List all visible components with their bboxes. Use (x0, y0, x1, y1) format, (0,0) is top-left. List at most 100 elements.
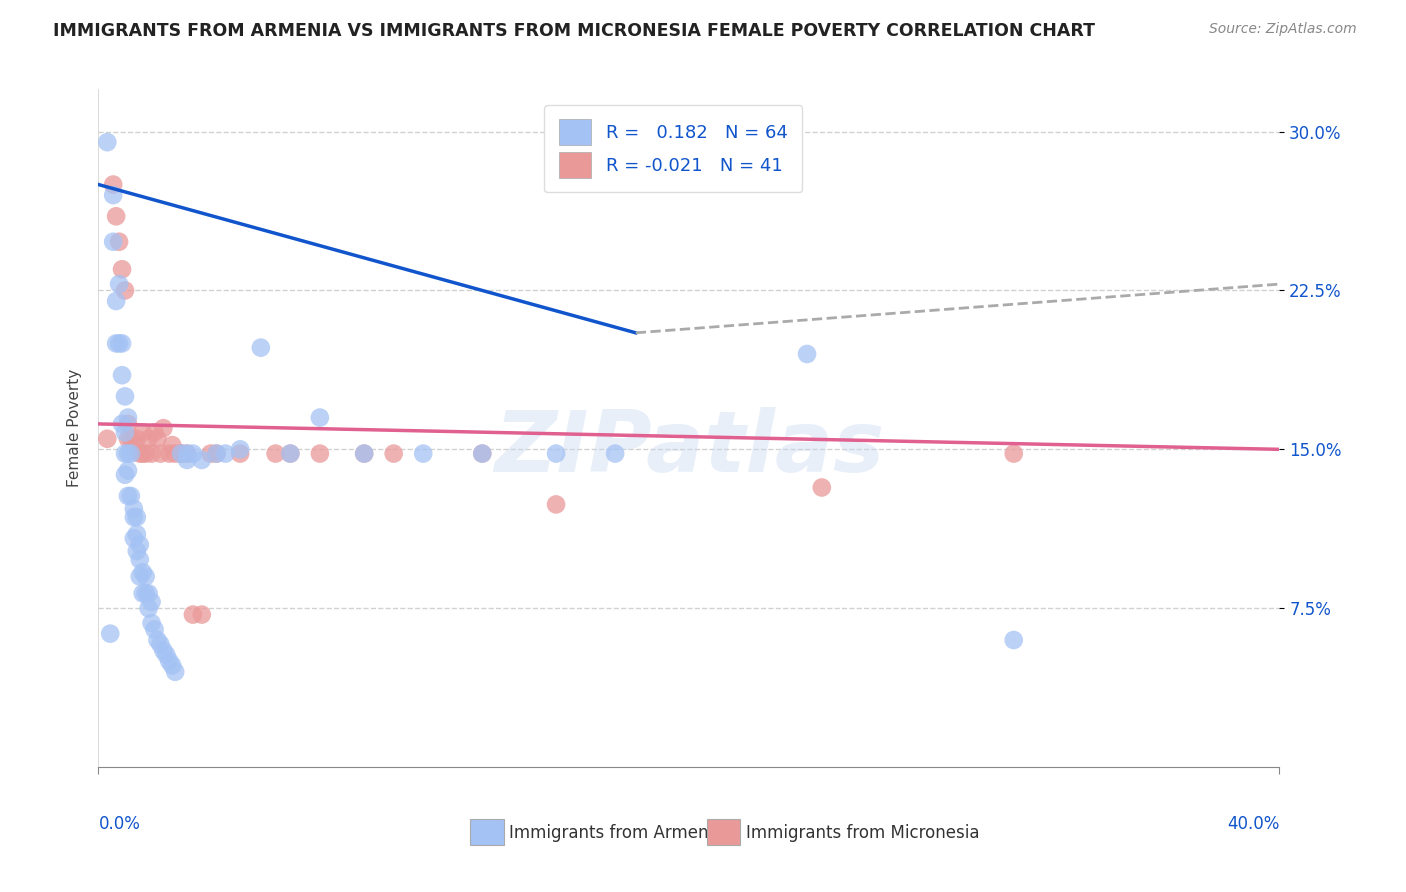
Point (191, 453, 214, 467)
Point (181, 607, 204, 622)
Text: Immigrants from Micronesia: Immigrants from Micronesia (745, 824, 979, 842)
Point (132, 446, 155, 460)
Point (605, 446, 627, 460)
Point (176, 446, 198, 460)
Point (170, 446, 193, 460)
Point (117, 432, 139, 446)
Point (382, 446, 405, 460)
Point (143, 623, 166, 637)
Point (128, 552, 150, 566)
Point (205, 446, 228, 460)
Point (157, 654, 180, 668)
Point (105, 336, 128, 351)
Point (125, 544, 148, 558)
Point (796, 347, 818, 361)
Point (810, 480, 832, 494)
Point (229, 446, 252, 460)
Point (152, 421, 174, 435)
Point (117, 446, 139, 460)
Point (122, 532, 145, 546)
Point (141, 595, 163, 609)
Point (117, 410, 139, 425)
Point (105, 293, 128, 308)
Point (157, 446, 180, 460)
Point (103, 178, 125, 192)
Point (170, 446, 193, 460)
Point (111, 262, 134, 277)
Point (122, 501, 145, 516)
Point (471, 446, 494, 460)
Point (229, 442, 252, 457)
Point (108, 277, 131, 291)
Point (135, 446, 157, 460)
FancyBboxPatch shape (707, 820, 740, 845)
Point (132, 425, 155, 440)
Point (125, 432, 148, 446)
Point (191, 607, 214, 622)
Point (412, 446, 434, 460)
Point (165, 665, 187, 679)
Point (141, 446, 163, 460)
Point (122, 510, 145, 524)
Point (165, 446, 187, 460)
Point (176, 446, 198, 460)
Point (149, 637, 172, 651)
Point (146, 432, 169, 446)
Point (128, 538, 150, 552)
Point (471, 446, 494, 460)
Point (170, 446, 193, 460)
Point (135, 586, 157, 600)
Point (128, 569, 150, 583)
Point (280, 446, 302, 460)
Point (138, 432, 160, 446)
Point (141, 615, 163, 630)
Point (546, 446, 568, 460)
Y-axis label: Female Poverty: Female Poverty (66, 369, 82, 487)
Point (138, 586, 160, 600)
Point (114, 446, 136, 460)
Point (264, 446, 287, 460)
Text: IMMIGRANTS FROM ARMENIA VS IMMIGRANTS FROM MICRONESIA FEMALE POVERTY CORRELATION: IMMIGRANTS FROM ARMENIA VS IMMIGRANTS FR… (53, 22, 1095, 40)
Text: Immigrants from Armenia: Immigrants from Armenia (509, 824, 724, 842)
Point (114, 425, 136, 440)
Point (176, 453, 198, 467)
Text: Source: ZipAtlas.com: Source: ZipAtlas.com (1209, 22, 1357, 37)
Point (280, 446, 302, 460)
Point (162, 438, 183, 452)
Point (146, 633, 169, 648)
Point (103, 235, 125, 249)
Point (117, 417, 139, 431)
Text: 0.0%: 0.0% (98, 814, 141, 832)
Point (135, 569, 157, 583)
Point (132, 586, 155, 600)
Point (117, 464, 139, 478)
Point (114, 389, 136, 403)
Point (214, 446, 236, 460)
Point (152, 643, 174, 657)
Point (125, 527, 148, 541)
Point (155, 648, 177, 662)
Point (105, 209, 128, 223)
Point (114, 284, 136, 298)
Point (120, 489, 142, 503)
Point (309, 410, 332, 425)
Point (96, 432, 118, 446)
Point (162, 658, 183, 673)
Point (103, 188, 125, 202)
Point (117, 489, 139, 503)
Point (111, 336, 134, 351)
Point (250, 341, 273, 355)
Point (96, 135, 118, 149)
Point (98, 626, 121, 640)
Point (120, 446, 142, 460)
Point (122, 438, 145, 452)
Point (309, 446, 332, 460)
Point (108, 336, 131, 351)
Text: ZIPatlas: ZIPatlas (494, 407, 884, 490)
Point (353, 446, 375, 460)
Point (111, 368, 134, 383)
FancyBboxPatch shape (471, 820, 503, 845)
Point (108, 235, 131, 249)
Point (125, 510, 148, 524)
Point (200, 446, 222, 460)
